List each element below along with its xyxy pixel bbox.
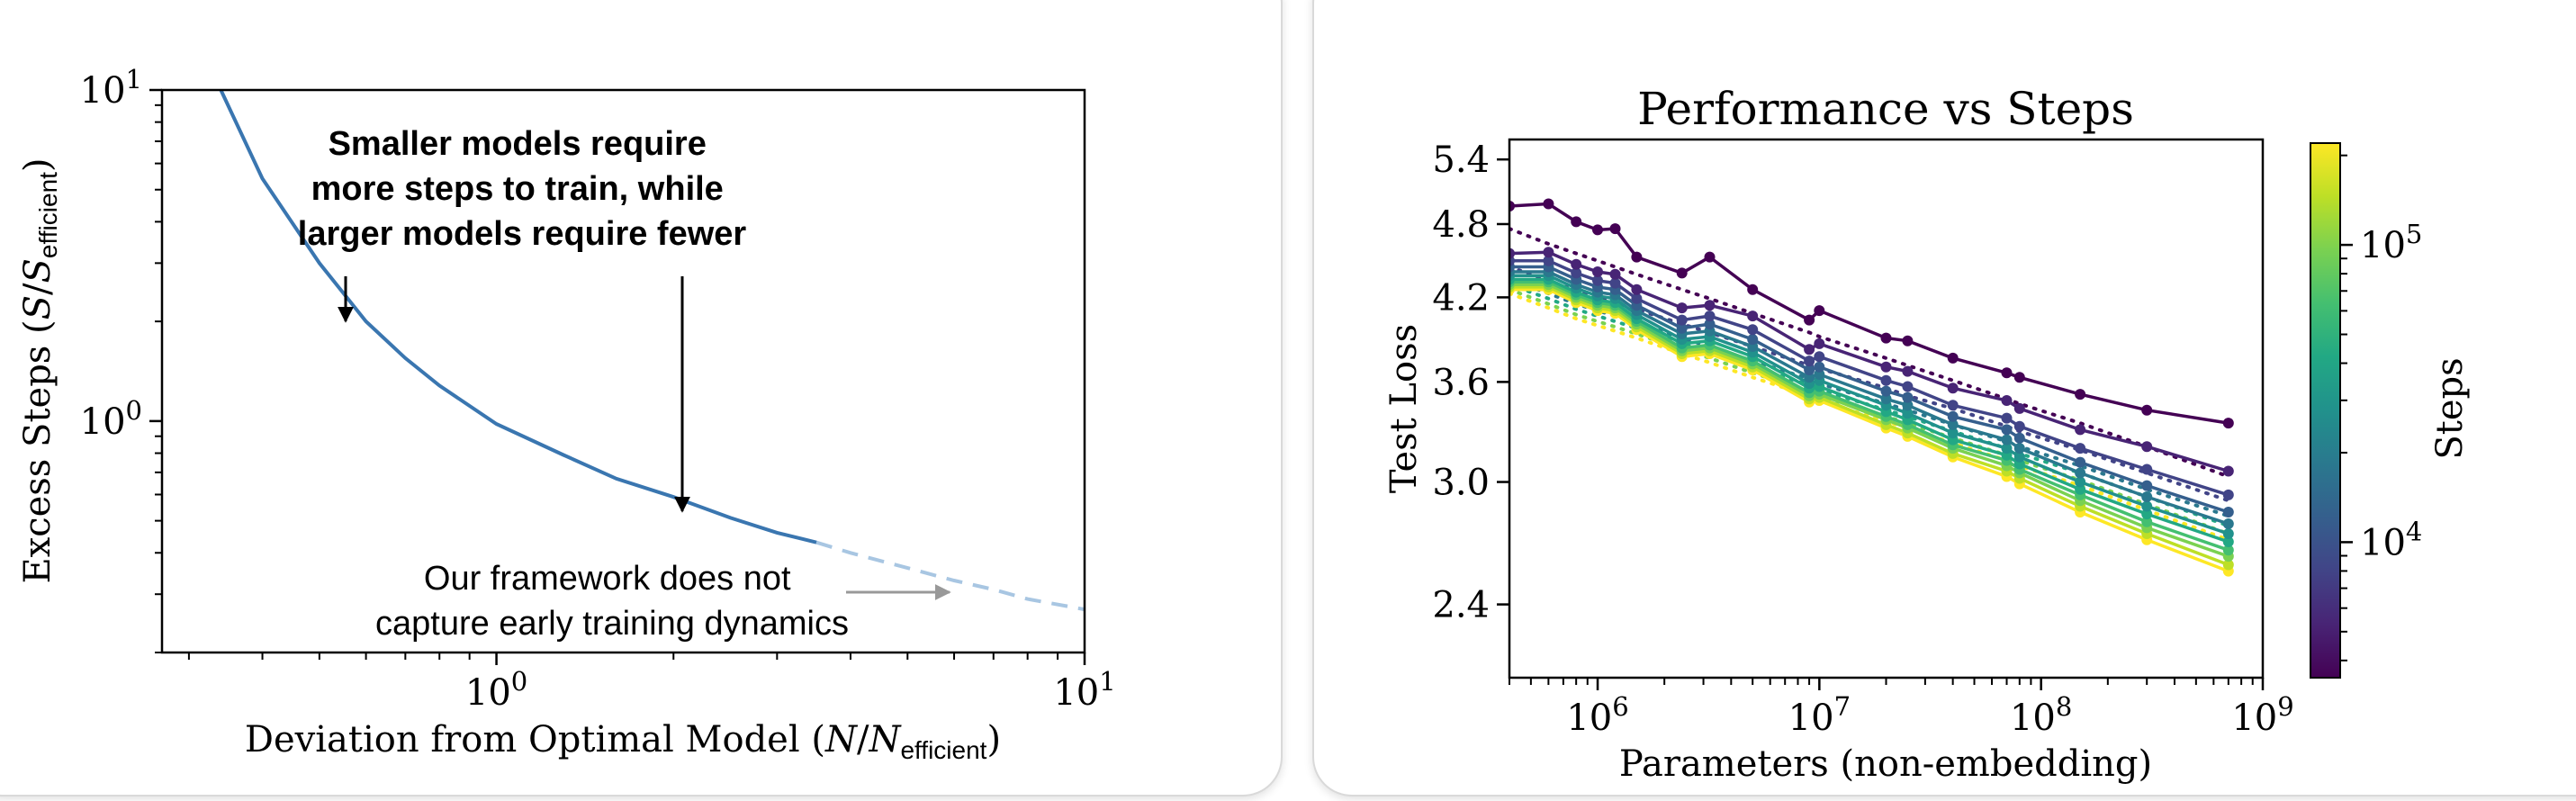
annotation-framework: Our framework does not capture early tra… bbox=[375, 560, 849, 643]
left-panel bbox=[0, 0, 1283, 796]
annotation-models-line2: more steps to train, while bbox=[311, 170, 724, 208]
left-y-axis-label: Excess Steps (S/Sefficient) bbox=[17, 158, 62, 583]
left-axis-ticks: 100 101 100 101 bbox=[80, 64, 1116, 714]
annotation-framework-line2: capture early training dynamics bbox=[375, 605, 849, 643]
curve-solid bbox=[219, 90, 817, 544]
y-tick-label: 101 bbox=[80, 64, 142, 112]
annotation-models-line3: larger models require fewer bbox=[298, 215, 747, 253]
y-tick-label: 100 bbox=[80, 395, 142, 443]
left-plot-frame bbox=[160, 88, 1086, 654]
x-tick-label: 101 bbox=[1053, 666, 1115, 714]
annotation-models: Smaller models require more steps to tra… bbox=[298, 125, 747, 253]
right-panel bbox=[1312, 0, 2576, 796]
annotation-framework-line1: Our framework does not bbox=[424, 560, 791, 598]
left-x-axis-label: Deviation from Optimal Model (N/Nefficie… bbox=[245, 719, 1001, 764]
annotation-models-line1: Smaller models require bbox=[329, 125, 707, 163]
left-plot-area bbox=[219, 90, 1085, 612]
x-tick-label: 100 bbox=[465, 666, 527, 714]
curve-dashed bbox=[815, 540, 1085, 612]
excess-steps-chart: 100 101 100 101 Smaller models require more… bbox=[17, 64, 1116, 764]
